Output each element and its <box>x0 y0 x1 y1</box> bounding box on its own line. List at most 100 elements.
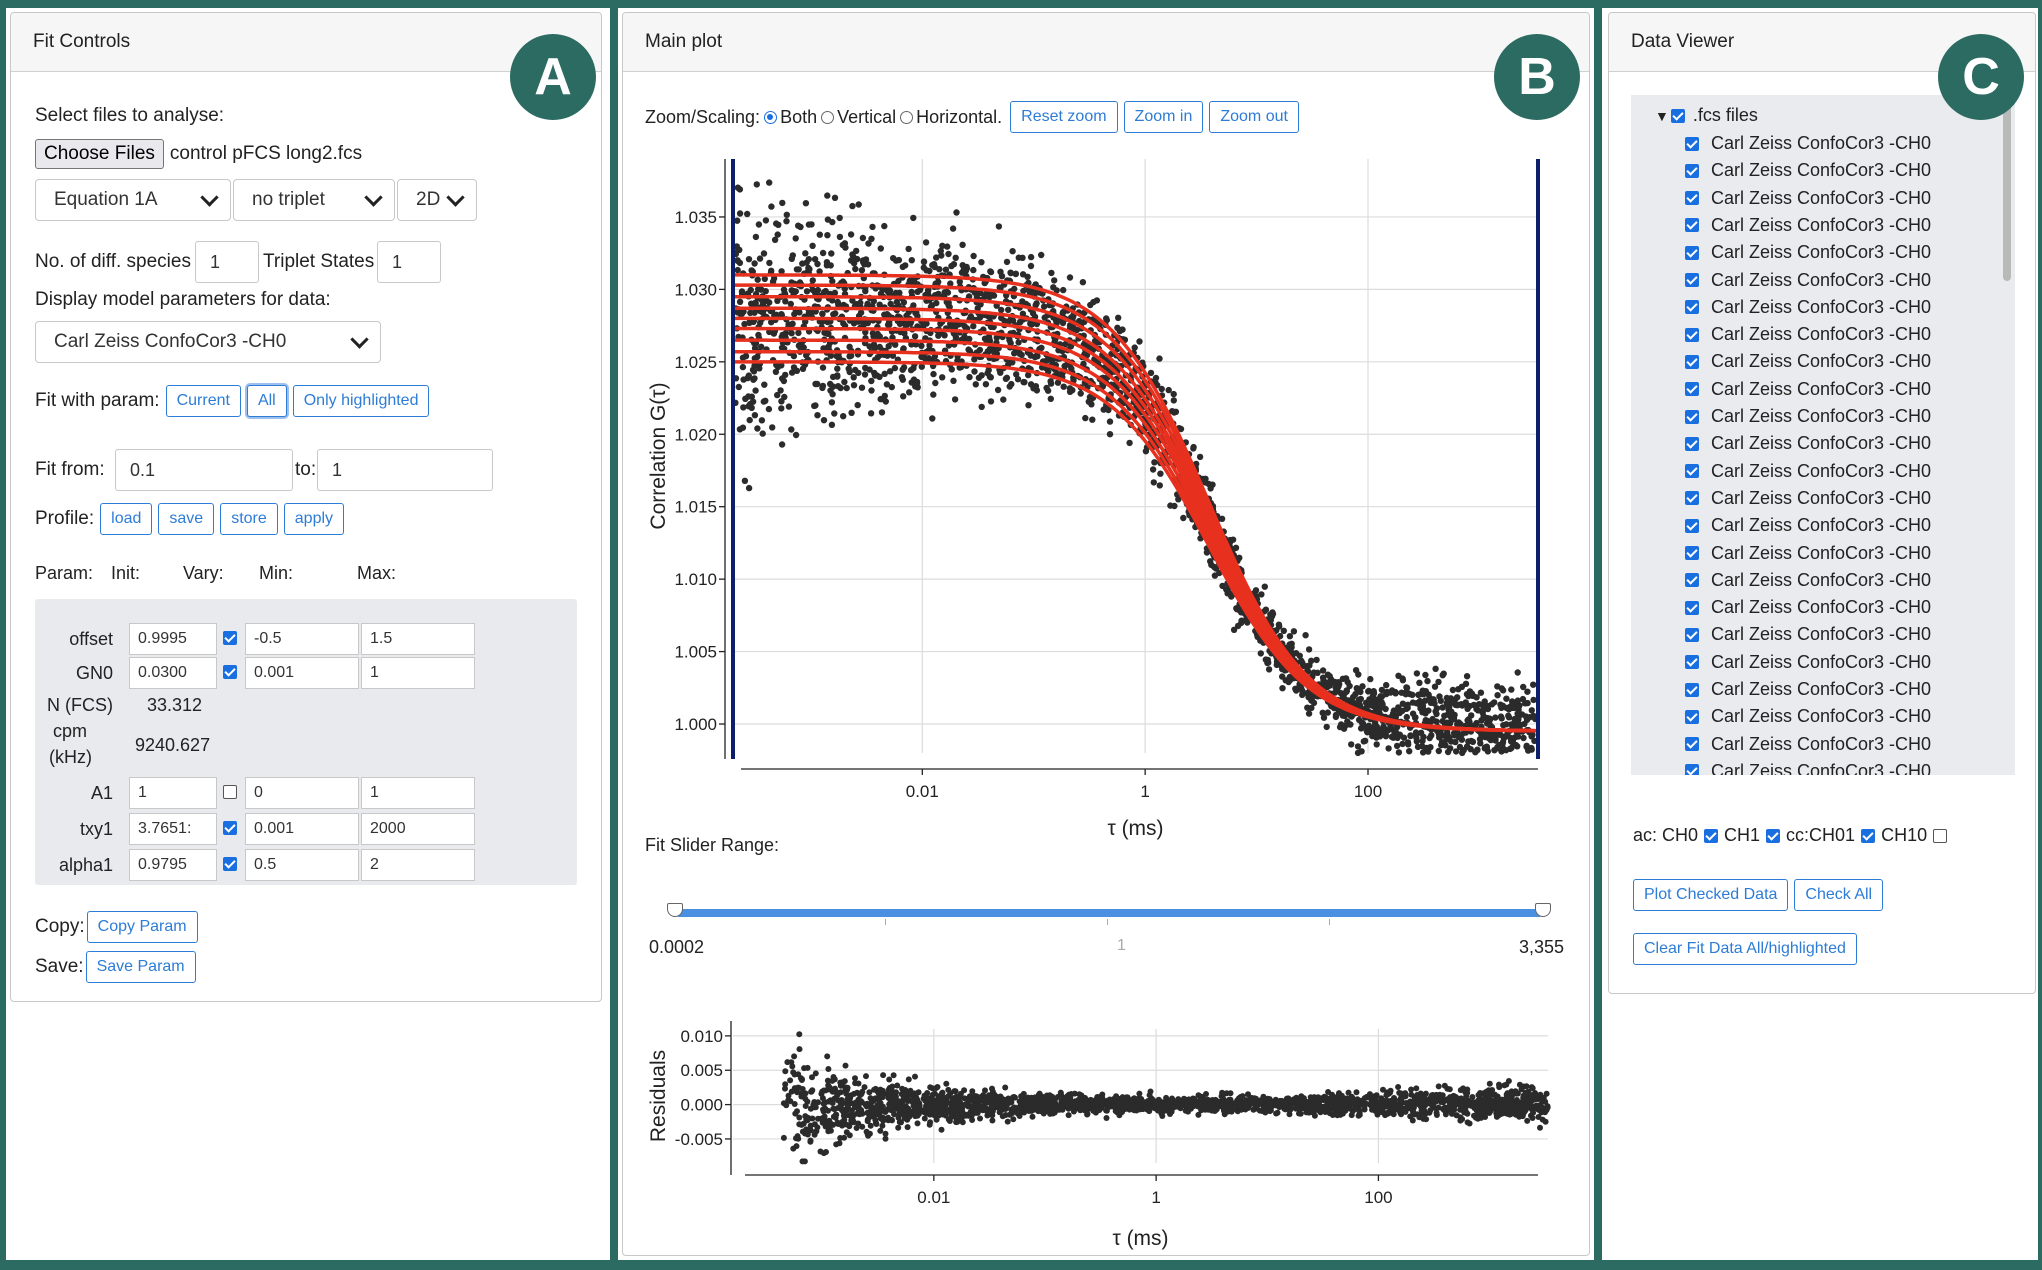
file-list-item[interactable]: Carl Zeiss ConfoCor3 -CH0 <box>1685 297 1931 318</box>
a1-max-input[interactable]: 1 <box>361 777 475 809</box>
file-checkbox[interactable] <box>1685 136 1699 151</box>
file-checkbox[interactable] <box>1685 436 1699 451</box>
file-list-item[interactable]: Carl Zeiss ConfoCor3 -CH0 <box>1685 515 1931 536</box>
tree-root-checkbox[interactable] <box>1670 108 1685 123</box>
file-checkbox[interactable] <box>1685 245 1699 260</box>
file-checkbox[interactable] <box>1685 491 1699 506</box>
gn0-max-input[interactable]: 1 <box>361 657 475 689</box>
alpha1-vary-checkbox[interactable] <box>223 857 237 871</box>
zoom-in-button[interactable]: Zoom in <box>1123 101 1204 133</box>
file-list-item[interactable]: Carl Zeiss ConfoCor3 -CH0 <box>1685 488 1931 509</box>
filter-cc-ch01-checkbox[interactable] <box>1861 828 1876 843</box>
file-checkbox[interactable] <box>1685 218 1699 233</box>
tree-expand-icon[interactable]: ▼ <box>1655 107 1669 124</box>
diff-species-input[interactable]: 1 <box>195 241 259 283</box>
file-checkbox[interactable] <box>1685 573 1699 588</box>
a1-vary-checkbox[interactable] <box>223 785 237 799</box>
file-checkbox[interactable] <box>1685 464 1699 479</box>
filter-ch10-checkbox[interactable] <box>1933 828 1948 843</box>
file-tree-scrollbar[interactable] <box>2003 99 2011 281</box>
plot-checked-data-button[interactable]: Plot Checked Data <box>1633 879 1789 911</box>
file-checkbox[interactable] <box>1685 409 1699 424</box>
equation-select[interactable]: Equation 1A <box>35 179 231 221</box>
offset-vary-checkbox[interactable] <box>223 631 237 645</box>
offset-init-input[interactable]: 0.9995 <box>129 623 217 655</box>
file-list-item[interactable]: Carl Zeiss ConfoCor3 -CH0 <box>1685 160 1931 181</box>
file-list-item[interactable]: Carl Zeiss ConfoCor3 -CH0 <box>1685 624 1931 645</box>
file-checkbox[interactable] <box>1685 709 1699 724</box>
profile-store-button[interactable]: store <box>220 503 278 535</box>
offset-min-input[interactable]: -0.5 <box>245 623 359 655</box>
fit-slider-max-handle[interactable] <box>1535 903 1551 917</box>
txy1-max-input[interactable]: 2000 <box>361 813 475 845</box>
offset-max-input[interactable]: 1.5 <box>361 623 475 655</box>
fit-slider-min-handle[interactable] <box>667 903 683 917</box>
file-list-item[interactable]: Carl Zeiss ConfoCor3 -CH0 <box>1685 324 1931 345</box>
file-list-item[interactable]: Carl Zeiss ConfoCor3 -CH0 <box>1685 433 1931 454</box>
file-checkbox[interactable] <box>1685 764 1699 775</box>
file-list-item[interactable]: Carl Zeiss ConfoCor3 -CH0 <box>1685 461 1931 482</box>
txy1-init-input[interactable]: 3.7651: <box>129 813 217 845</box>
choose-files-button[interactable]: Choose Files <box>35 139 164 169</box>
fit-highlighted-button[interactable]: Only highlighted <box>292 385 430 417</box>
gn0-init-input[interactable]: 0.0300 <box>129 657 217 689</box>
display-params-select[interactable]: Carl Zeiss ConfoCor3 -CH0 <box>35 321 381 363</box>
file-checkbox[interactable] <box>1685 382 1699 397</box>
clear-fit-data-button[interactable]: Clear Fit Data All/highlighted <box>1633 933 1857 965</box>
filter-ac-ch0-checkbox[interactable] <box>1704 828 1719 843</box>
save-param-button[interactable]: Save Param <box>85 951 196 983</box>
zoom-horizontal-radio[interactable] <box>900 110 914 124</box>
file-checkbox[interactable] <box>1685 518 1699 533</box>
file-checkbox[interactable] <box>1685 163 1699 178</box>
file-list-item[interactable]: Carl Zeiss ConfoCor3 -CH0 <box>1685 406 1931 427</box>
check-all-button[interactable]: Check All <box>1794 879 1884 911</box>
file-list-item[interactable]: Carl Zeiss ConfoCor3 -CH0 <box>1685 379 1931 400</box>
file-list-item[interactable]: Carl Zeiss ConfoCor3 -CH0 <box>1685 734 1931 755</box>
file-checkbox[interactable] <box>1685 682 1699 697</box>
file-checkbox[interactable] <box>1685 600 1699 615</box>
triplet-select[interactable]: no triplet <box>233 179 395 221</box>
file-list-item[interactable]: Carl Zeiss ConfoCor3 -CH0 <box>1685 706 1931 727</box>
zoom-both-radio[interactable] <box>764 110 778 124</box>
file-list-item[interactable]: Carl Zeiss ConfoCor3 -CH0 <box>1685 679 1931 700</box>
file-list-item[interactable]: Carl Zeiss ConfoCor3 -CH0 <box>1685 570 1931 591</box>
file-checkbox[interactable] <box>1685 273 1699 287</box>
txy1-vary-checkbox[interactable] <box>223 821 237 835</box>
file-checkbox[interactable] <box>1685 546 1699 560</box>
txy1-min-input[interactable]: 0.001 <box>245 813 359 845</box>
a1-min-input[interactable]: 0 <box>245 777 359 809</box>
file-checkbox[interactable] <box>1685 300 1699 315</box>
file-list-item[interactable]: Carl Zeiss ConfoCor3 -CH0 <box>1685 652 1931 673</box>
file-list-item[interactable]: Carl Zeiss ConfoCor3 -CH0 <box>1685 543 1931 564</box>
file-list-item[interactable]: Carl Zeiss ConfoCor3 -CH0 <box>1685 761 1931 775</box>
zoom-vertical-radio[interactable] <box>821 110 835 124</box>
main-correlation-plot[interactable]: 1.0001.0051.0101.0151.0201.0251.0301.035… <box>623 153 1591 843</box>
file-list-item[interactable]: Carl Zeiss ConfoCor3 -CH0 <box>1685 188 1931 209</box>
file-list-item[interactable]: Carl Zeiss ConfoCor3 -CH0 <box>1685 270 1931 291</box>
file-list-item[interactable]: Carl Zeiss ConfoCor3 -CH0 <box>1685 215 1931 236</box>
alpha1-min-input[interactable]: 0.5 <box>245 849 359 881</box>
copy-param-button[interactable]: Copy Param <box>86 911 198 943</box>
fit-from-input[interactable]: 0.1 <box>115 449 293 491</box>
filter-ch1-checkbox[interactable] <box>1766 828 1781 843</box>
gn0-min-input[interactable]: 0.001 <box>245 657 359 689</box>
file-checkbox[interactable] <box>1685 327 1699 342</box>
file-checkbox[interactable] <box>1685 655 1699 670</box>
zoom-out-button[interactable]: Zoom out <box>1209 101 1299 133</box>
a1-init-input[interactable]: 1 <box>129 777 217 809</box>
profile-apply-button[interactable]: apply <box>283 503 345 535</box>
fit-current-button[interactable]: Current <box>165 385 241 417</box>
file-list-item[interactable]: Carl Zeiss ConfoCor3 -CH0 <box>1685 133 1931 154</box>
triplet-states-input[interactable]: 1 <box>377 241 441 283</box>
file-list-item[interactable]: Carl Zeiss ConfoCor3 -CH0 <box>1685 597 1931 618</box>
fit-all-button[interactable]: All <box>246 385 287 417</box>
fit-slider[interactable] <box>667 899 1551 929</box>
alpha1-max-input[interactable]: 2 <box>361 849 475 881</box>
gn0-vary-checkbox[interactable] <box>223 665 237 679</box>
file-list-item[interactable]: Carl Zeiss ConfoCor3 -CH0 <box>1685 242 1931 263</box>
reset-zoom-button[interactable]: Reset zoom <box>1010 101 1118 133</box>
profile-save-button[interactable]: save <box>158 503 215 535</box>
profile-load-button[interactable]: load <box>100 503 153 535</box>
dimension-select[interactable]: 2D <box>397 179 477 221</box>
